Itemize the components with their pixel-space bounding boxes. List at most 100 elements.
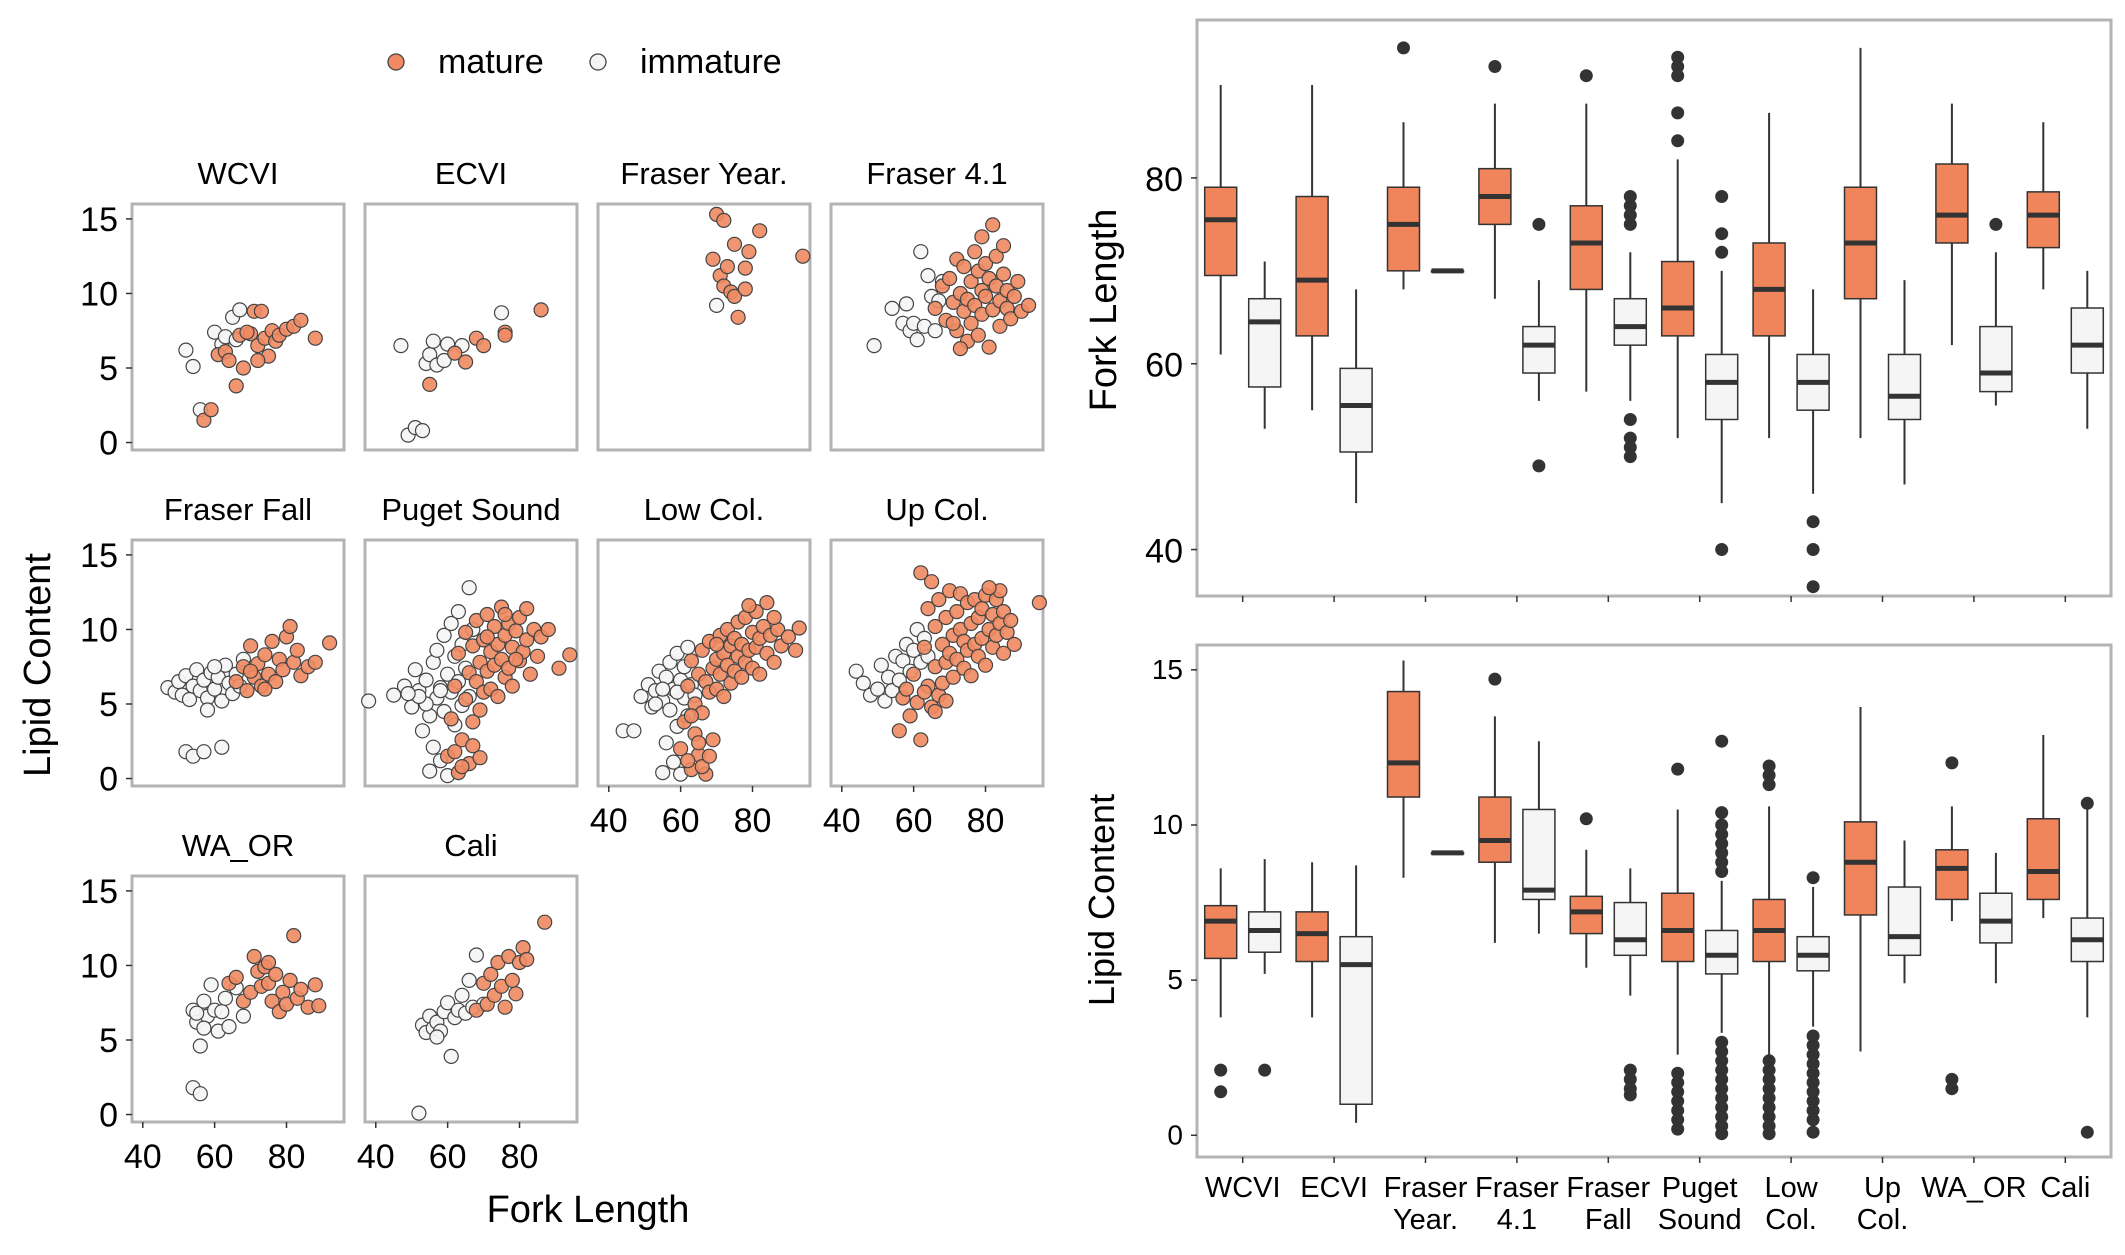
scatter-point-immature: [461, 972, 477, 989]
facet-border: [130, 874, 346, 1124]
scatter-point-mature: [260, 954, 277, 971]
box-outlier: [1623, 431, 1637, 445]
box-outlier: [1715, 865, 1729, 878]
box-body: [1522, 325, 1556, 374]
scatter-point-immature: [203, 977, 219, 993]
box-outlier: [1623, 199, 1637, 213]
scatter-point-immature: [658, 735, 674, 751]
scatter-point-mature: [322, 635, 338, 651]
box-immature: [1704, 734, 1739, 1141]
facet-title: ECVI: [435, 156, 507, 191]
box-body: [1386, 690, 1421, 798]
box-outlier: [1762, 759, 1776, 773]
x-category-label: Fraser: [1566, 1172, 1650, 1204]
facet-title: WA_OR: [182, 828, 295, 863]
box-mature: [1478, 672, 1512, 943]
y-tick-label: 40: [1145, 533, 1183, 571]
box-immature: [1430, 268, 1465, 274]
box-outlier: [1762, 1127, 1776, 1141]
box-mature: [1660, 762, 1695, 1136]
box-immature: [1339, 289, 1373, 504]
scatter-point-mature: [981, 580, 997, 596]
scatter-point-mature: [447, 345, 463, 361]
scatter-point-immature: [493, 305, 510, 321]
facet-panel: Low Col. 40 60 80: [590, 492, 812, 840]
box-outlier: [1715, 1100, 1729, 1114]
scatter-point-mature: [519, 632, 535, 648]
scatter-point-mature: [963, 315, 979, 331]
box-outlier: [1762, 768, 1776, 782]
box-body: [1613, 297, 1648, 346]
box-outlier: [1532, 459, 1546, 473]
scatter-point-mature: [458, 354, 474, 370]
scatter-point-immature: [432, 682, 449, 699]
box-body: [1386, 186, 1421, 272]
box-immature: [1247, 261, 1282, 429]
x-tick-label: 40: [357, 1138, 395, 1176]
scatter-point-immature: [848, 663, 864, 679]
scatter-point-mature: [458, 624, 474, 641]
facet-panel: Up Col. 40 60 80: [823, 492, 1048, 840]
scatter-point-mature: [995, 266, 1012, 282]
y-tick-label: 10: [80, 275, 118, 313]
box-outlier: [1806, 1038, 1820, 1052]
box-immature: [1613, 190, 1648, 464]
box-outlier: [1715, 846, 1729, 860]
scatter-point-mature: [450, 645, 466, 661]
scatter-point-mature: [257, 681, 273, 697]
scatter-point-mature: [995, 238, 1012, 254]
scatter-point-immature: [235, 1008, 251, 1024]
box-outlier: [1532, 217, 1546, 231]
y-tick-label: 0: [99, 1097, 118, 1135]
box-body: [1203, 904, 1238, 960]
scatter-point-mature: [920, 600, 936, 617]
scatter-point-mature: [286, 927, 302, 944]
box-mature: [1752, 759, 1786, 1141]
scatter-point-mature: [752, 666, 768, 682]
facet-panel: Fraser Fall 0 5 10 15: [80, 492, 346, 799]
x-axis-label: Fork Length: [487, 1189, 690, 1231]
box-outlier: [1579, 69, 1593, 83]
box-immature: [1522, 741, 1556, 934]
scatter-point-immature: [221, 1018, 237, 1035]
x-tick-label: 80: [734, 802, 772, 840]
scatter-point-mature: [716, 688, 732, 705]
scatter-point-mature: [977, 657, 994, 673]
box-body: [1339, 935, 1373, 1105]
box-immature: [1430, 850, 1465, 856]
scatter-point-mature: [307, 330, 323, 346]
scatter-point-immature: [920, 268, 936, 284]
box-outlier: [1806, 1104, 1820, 1117]
scatter-point-immature: [192, 1038, 208, 1054]
box-outlier: [1806, 1113, 1820, 1127]
scatter-point-mature: [787, 642, 804, 658]
box-outlier: [1671, 106, 1685, 120]
scatter-point-mature: [766, 609, 782, 626]
scatter-point-mature: [235, 360, 251, 376]
y-tick-label: 15: [80, 537, 118, 575]
facet-title: Fraser Fall: [164, 492, 312, 527]
facet-panel: Fraser Year.: [596, 156, 812, 452]
scatter-point-mature: [508, 651, 524, 667]
scatter-point-mature: [519, 600, 535, 617]
scatter-point-mature: [916, 639, 933, 655]
box-mature: [1203, 868, 1238, 1099]
scatter-point-mature: [472, 702, 488, 718]
scatter-point-mature: [683, 653, 700, 669]
x-category-label: Sound: [1658, 1204, 1742, 1236]
box-outlier: [1806, 1048, 1820, 1062]
box-outlier: [1623, 1088, 1637, 1102]
scatter-point-immature: [927, 323, 943, 339]
scatter-point-immature: [207, 659, 223, 675]
scatter-point-mature: [791, 620, 807, 636]
scatter-point-mature: [311, 998, 327, 1014]
scatter-point-mature: [898, 681, 915, 697]
box-mature: [1295, 85, 1329, 411]
box-body: [1935, 849, 1969, 901]
box-outlier: [1715, 245, 1729, 259]
x-category-label: Col.: [1765, 1204, 1817, 1236]
box-body: [1247, 297, 1282, 388]
y-tick-label: 0: [99, 425, 118, 463]
scatter-point-mature: [737, 260, 753, 276]
